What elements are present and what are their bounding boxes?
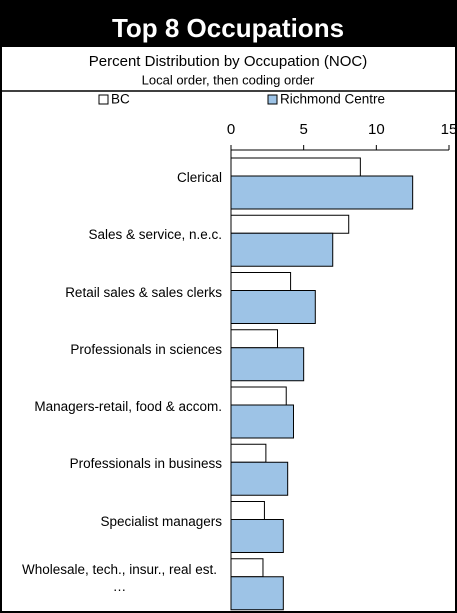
bar — [230, 443, 267, 463]
bar — [230, 404, 294, 439]
bar — [230, 558, 264, 578]
bar — [230, 576, 284, 611]
y-tick-text: Professionals in sciences — [70, 341, 222, 357]
y-tick-text: Professionals in business — [69, 456, 222, 472]
y-tick-label: Managers-retail, food & accom. — [17, 398, 222, 415]
y-tick-text: Wholesale, tech., insur., real est. … — [21, 562, 218, 595]
legend-label: BC — [111, 92, 130, 107]
x-tick-label: 0 — [227, 121, 235, 138]
x-tick-label: 5 — [299, 121, 307, 138]
y-tick-label: Professionals in business — [17, 455, 222, 472]
bar — [230, 386, 287, 406]
y-tick-label: Specialist managers — [17, 513, 222, 530]
y-tick-text: Sales & service, n.e.c. — [88, 227, 222, 243]
bar — [230, 175, 414, 210]
x-tick-label: 15 — [441, 121, 457, 138]
chart-note: Local order, then coding order — [142, 72, 315, 87]
x-tick-label: 10 — [368, 121, 385, 138]
bar — [230, 347, 305, 382]
chart-title: Top 8 Occupations — [112, 13, 344, 43]
bar — [230, 519, 284, 553]
y-tick-text: Retail sales & sales clerks — [65, 284, 222, 300]
chart-subtitle: Percent Distribution by Occupation (NOC) — [89, 53, 367, 70]
title-bar — [0, 0, 457, 47]
bar — [230, 501, 265, 520]
bar — [230, 214, 350, 234]
legend-swatch — [98, 94, 109, 105]
y-tick-text: Clerical — [176, 170, 222, 186]
top-bar — [0, 0, 457, 4]
y-tick-label: Clerical — [17, 169, 222, 186]
y-tick-text: Managers-retail, food & accom. — [34, 399, 222, 415]
bar — [230, 272, 292, 291]
y-tick-text: Specialist managers — [100, 513, 222, 529]
bar — [230, 290, 316, 324]
y-tick-label: Wholesale, tech., insur., real est. … — [17, 561, 222, 595]
y-tick-label: Sales & service, n.e.c. — [17, 226, 222, 243]
bar — [230, 157, 361, 177]
legend-label: Richmond Centre — [280, 92, 385, 107]
y-tick-label: Professionals in sciences — [17, 341, 222, 358]
bar — [230, 329, 279, 349]
legend-swatch — [267, 94, 278, 105]
bar — [230, 461, 289, 496]
bar — [230, 232, 334, 267]
y-tick-label: Retail sales & sales clerks — [17, 284, 222, 301]
